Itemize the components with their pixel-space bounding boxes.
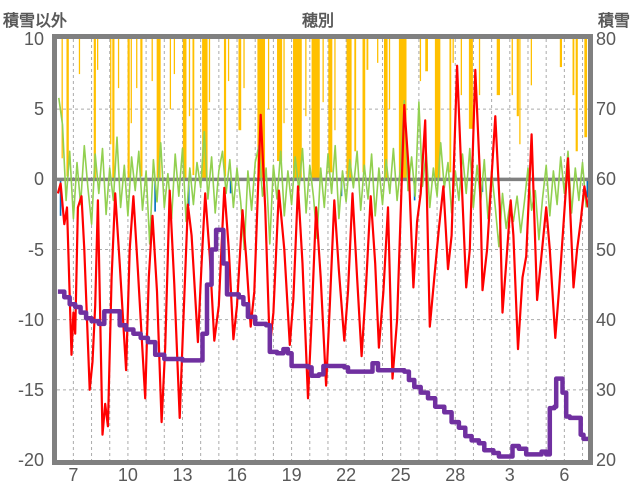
left-axis-title: 積雪以外: [3, 13, 68, 30]
right-tick-50: 50: [596, 239, 617, 260]
right-tick-30: 30: [596, 379, 617, 400]
left-tick--20: -20: [17, 450, 44, 470]
x-tick-19: 19: [281, 465, 302, 485]
right-tick-70: 70: [596, 99, 617, 120]
right-tick-40: 40: [596, 309, 617, 330]
plot-area: [57, 39, 588, 460]
x-tick-28: 28: [445, 465, 466, 485]
orange-bars-from-top: [61, 39, 588, 180]
left-tick--10: -10: [17, 309, 44, 330]
red-temperature-line: [57, 64, 588, 436]
x-tick-16: 16: [227, 465, 248, 485]
x-tick-22: 22: [336, 465, 357, 485]
x-tick-3: 3: [504, 465, 515, 485]
left-tick--15: -15: [17, 379, 44, 400]
left-tick-0: 0: [33, 169, 44, 190]
left-tick-10: 10: [23, 29, 44, 49]
right-tick-80: 80: [596, 29, 617, 49]
x-tick-6: 6: [559, 465, 570, 485]
x-tick-13: 13: [172, 465, 193, 485]
x-tick-25: 25: [390, 465, 411, 485]
right-tick-20: 20: [596, 450, 617, 470]
purple-snow-depth-step-line: [57, 227, 588, 459]
left-tick-5: 5: [33, 99, 44, 120]
chart-title: 穂別: [301, 13, 334, 30]
left-tick--5: -5: [27, 239, 44, 260]
green-spike-line: [58, 97, 587, 251]
right-axis-title: 積雪: [597, 13, 630, 30]
x-tick-10: 10: [117, 465, 138, 485]
right-tick-60: 60: [596, 169, 617, 190]
x-tick-7: 7: [68, 465, 79, 485]
